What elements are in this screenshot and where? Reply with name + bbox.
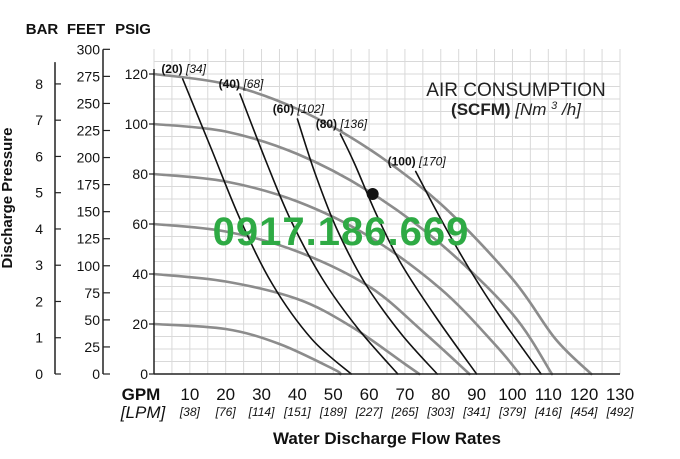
air-curve-label-nm3h: [136] <box>339 117 367 131</box>
bar-tick-label: 4 <box>35 221 43 237</box>
air-curve-label-scfm: (60) <box>273 102 298 116</box>
air-curve-4 <box>414 170 542 375</box>
psig-tick-label: 100 <box>125 116 149 132</box>
title-unit-italic: [Nm <box>514 100 546 119</box>
air-curve-label-0: (20) [34] <box>161 62 206 76</box>
air-curve-label-nm3h: [102] <box>296 102 324 116</box>
x-tick-label-lpm: [379] <box>498 405 526 419</box>
x-tick-label-gpm: 60 <box>360 385 379 404</box>
x-tick-label-gpm: 10 <box>180 385 199 404</box>
axes <box>54 48 620 375</box>
x-tick-label-gpm: 90 <box>467 385 486 404</box>
chart-title-line1: AIR CONSUMPTION <box>426 80 605 101</box>
air-curve-label-nm3h: [34] <box>185 62 207 76</box>
x-tick-label-gpm: 120 <box>570 385 598 404</box>
operating-point-marker <box>366 188 379 200</box>
bar-tick-label: 6 <box>35 148 43 164</box>
bar-tick-label: 2 <box>35 293 43 309</box>
bar-tick-label: 7 <box>35 112 43 128</box>
air-curve-label-1: (40) [68] <box>219 77 264 91</box>
air-curve-label-4: (100) [170] <box>388 155 447 169</box>
title-unit-tail: /h] <box>561 100 582 119</box>
air-curve-3 <box>339 133 478 375</box>
air-consumption-curves: (20) [34] (40) [68] (60) [102](80) [136] (1… <box>161 62 542 375</box>
x-tick-label-gpm: 110 <box>535 385 562 404</box>
x-axis-title: Water Discharge Flow Rates <box>273 429 501 448</box>
psig-axis-header: PSIG <box>115 21 151 38</box>
air-curve-label-nm3h: [170] <box>418 155 446 169</box>
pressure-curve-20psig <box>152 322 342 376</box>
air-curve-0 <box>181 78 352 375</box>
x-tick-label-lpm: [265] <box>391 405 419 419</box>
psig-tick-label: 20 <box>132 316 148 332</box>
x-tick-label-lpm: [492] <box>606 405 634 419</box>
x-unit-gpm: GPM <box>122 385 161 404</box>
pressure-curve-120psig <box>152 72 593 376</box>
feet-tick-label: 225 <box>77 122 101 138</box>
air-curve-label-scfm: (100) <box>388 155 419 169</box>
air-curve-label-scfm: (80) <box>316 117 341 131</box>
watermark-phone: 0917.186.669 <box>213 210 470 254</box>
x-unit-lpm: [LPM] <box>120 403 167 422</box>
feet-tick-label: 50 <box>84 312 100 328</box>
feet-tick-label: 100 <box>77 258 101 274</box>
psig-tick-label: 0 <box>140 366 148 382</box>
x-tick-label-lpm: [114] <box>248 405 275 419</box>
x-tick-label-lpm: [454] <box>570 405 598 419</box>
x-tick-label-gpm: 80 <box>431 385 450 404</box>
psig-tick-label: 80 <box>132 166 148 182</box>
tick-labels: 0204060801001200255075100125150175200225… <box>35 41 634 419</box>
x-tick-label-gpm: 20 <box>216 385 235 404</box>
pressure-curve-40psig <box>152 272 421 376</box>
bar-tick-label: 1 <box>35 330 43 346</box>
x-tick-label-gpm: 40 <box>288 385 307 404</box>
bar-tick-label: 0 <box>35 366 43 382</box>
air-curve-2 <box>296 118 438 375</box>
feet-tick-label: 300 <box>77 41 101 57</box>
feet-tick-label: 75 <box>84 285 100 301</box>
x-tick-label-gpm: 130 <box>606 385 634 404</box>
x-tick-label-gpm: 30 <box>252 385 271 404</box>
x-tick-label-lpm: [416] <box>534 405 562 419</box>
y-axis-title: Discharge Pressure <box>0 128 16 269</box>
feet-tick-label: 175 <box>77 177 101 193</box>
air-curve-label-scfm: (40) <box>219 77 244 91</box>
psig-tick-label: 40 <box>132 266 148 282</box>
feet-tick-label: 200 <box>77 150 101 166</box>
feet-tick-label: 25 <box>84 339 100 355</box>
psig-tick-label: 120 <box>125 66 149 82</box>
air-curve-label-3: (80) [136] <box>316 117 368 131</box>
pressure-curve-60psig <box>152 222 471 376</box>
x-tick-label-gpm: 50 <box>324 385 343 404</box>
bar-tick-label: 8 <box>35 76 43 92</box>
air-curve-1 <box>239 93 399 375</box>
feet-tick-label: 0 <box>92 366 100 382</box>
x-tick-label-gpm: 100 <box>498 385 526 404</box>
air-curve-label-nm3h: [68] <box>242 77 264 91</box>
pressure-curve-80psig <box>152 172 521 376</box>
x-tick-label-lpm: [76] <box>215 405 237 419</box>
bar-tick-label: 5 <box>35 185 43 201</box>
bar-axis-header: BAR <box>26 21 59 38</box>
feet-tick-label: 125 <box>77 231 101 247</box>
feet-tick-label: 150 <box>77 204 101 220</box>
x-tick-label-lpm: [341] <box>462 405 490 419</box>
title-unit-sup: 3 <box>551 100 558 112</box>
x-tick-label-lpm: [151] <box>283 405 311 419</box>
chart-title-line2: (SCFM) [Nm 3 /h] <box>451 94 582 119</box>
x-tick-label-lpm: [38] <box>179 405 201 419</box>
x-tick-label-lpm: [303] <box>426 405 454 419</box>
x-tick-label-lpm: [189] <box>319 405 347 419</box>
air-curve-label-2: (60) [102] <box>273 102 325 116</box>
feet-tick-label: 275 <box>77 68 101 84</box>
x-tick-label-lpm: [227] <box>355 405 383 419</box>
feet-axis-header: FEET <box>67 21 105 38</box>
bar-tick-label: 3 <box>35 257 43 273</box>
x-tick-label-gpm: 70 <box>395 385 414 404</box>
psig-tick-label: 60 <box>132 216 148 232</box>
title-unit-bold: (SCFM) <box>451 100 510 119</box>
air-curve-label-scfm: (20) <box>161 62 186 76</box>
feet-tick-label: 250 <box>77 95 101 111</box>
